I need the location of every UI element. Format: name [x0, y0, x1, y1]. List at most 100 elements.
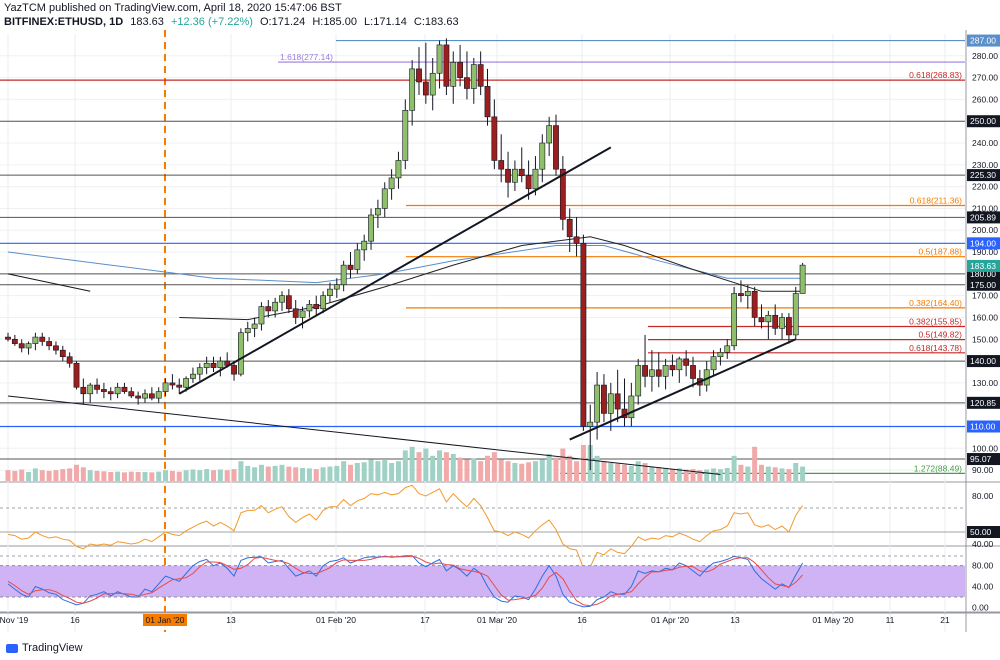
- candle-body: [566, 219, 573, 238]
- volume-bar: [676, 468, 682, 481]
- symbol-label[interactable]: BITFINEX:ETHUSD, 1D: [4, 16, 124, 28]
- candle-body: [46, 341, 52, 347]
- volume-bar: [46, 470, 52, 481]
- volume-bar: [464, 459, 470, 481]
- volume-bar: [74, 464, 79, 481]
- candle-body: [279, 295, 285, 303]
- x-tick-label: 17: [420, 615, 430, 625]
- volume-bar: [87, 470, 93, 481]
- stoch-k-line: [7, 555, 804, 608]
- candle-body: [683, 358, 690, 366]
- x-tick-label: 16: [577, 615, 587, 625]
- volume-bar: [704, 469, 710, 481]
- candle-body: [101, 389, 107, 392]
- stoch-tick-label: 40.00: [972, 582, 994, 592]
- candle-body: [628, 395, 635, 419]
- volume-bar: [334, 465, 340, 481]
- candle-body: [573, 236, 580, 244]
- volume-bar: [752, 446, 758, 481]
- candle-body: [464, 77, 470, 89]
- candle-body: [39, 336, 46, 342]
- candle-body: [402, 110, 409, 161]
- candle-body: [306, 304, 313, 312]
- y-tick-label: 90.00: [972, 465, 994, 475]
- volume-bar: [663, 468, 669, 481]
- volume-bar: [115, 471, 121, 481]
- y-tick-label: 150.00: [972, 334, 998, 344]
- axis-level-label: 287.00: [970, 36, 996, 46]
- stoch-tick-label: 0.00: [972, 602, 989, 612]
- candle-body: [559, 168, 566, 220]
- y-tick-label: 130.00: [972, 378, 998, 388]
- candle-body: [142, 393, 148, 399]
- candle-body: [155, 391, 162, 399]
- volume-bar: [580, 445, 586, 481]
- candle-body: [327, 288, 333, 296]
- volume-bar: [738, 464, 744, 481]
- chart-footer: TradingView: [0, 636, 1000, 660]
- tradingview-logo[interactable]: TradingView: [6, 642, 83, 654]
- candle-body: [717, 352, 724, 358]
- volume-bar: [628, 465, 634, 481]
- candle-body: [655, 369, 662, 377]
- volume-bar: [485, 455, 490, 481]
- candle-body: [731, 293, 737, 347]
- candle-body: [244, 328, 251, 334]
- volume-bar: [252, 467, 258, 481]
- candle-body: [25, 343, 32, 349]
- moving-average-blue: [7, 245, 803, 284]
- candle-body: [594, 384, 600, 423]
- candle-body: [18, 343, 25, 349]
- y-tick-label: 280.00: [972, 51, 998, 61]
- volume-bar: [313, 469, 319, 481]
- volume-bar: [615, 463, 621, 481]
- candle-body: [176, 384, 183, 388]
- candle-body: [361, 240, 368, 251]
- volume-bar: [327, 466, 333, 481]
- volume-bar: [293, 467, 299, 481]
- candle-body: [107, 391, 114, 395]
- candle-body: [388, 177, 395, 190]
- candle-body: [395, 160, 402, 179]
- axis-level-label: 225.30: [970, 170, 996, 180]
- candle-body: [505, 168, 511, 183]
- x-tick-label: 01 Mar '20: [477, 615, 517, 625]
- candle-body: [744, 290, 751, 296]
- last-price-axis-label: 183.63: [970, 261, 996, 271]
- candle-body: [73, 362, 80, 388]
- candle-body: [217, 360, 224, 368]
- volume-bar: [430, 455, 436, 481]
- candle-body: [546, 125, 553, 144]
- volume-bar: [731, 455, 737, 481]
- y-tick-label: 100.00: [972, 443, 998, 453]
- volume-bar: [656, 467, 662, 481]
- trendline: [7, 273, 91, 292]
- volume-bar: [320, 467, 326, 481]
- fib-level-label: 0.618(211.36): [910, 195, 962, 205]
- volume-bar: [443, 452, 449, 481]
- candle-body: [614, 393, 621, 410]
- candle-body: [607, 393, 614, 414]
- volume-bar: [772, 467, 778, 481]
- trendline: [7, 395, 721, 475]
- volume-bar: [779, 468, 785, 481]
- volume-bar: [745, 466, 751, 481]
- candle-body: [587, 421, 594, 427]
- candle-body: [354, 249, 361, 270]
- volume-bar: [635, 461, 641, 481]
- volume-bar: [368, 459, 374, 481]
- candle-body: [792, 293, 799, 336]
- volume-bar: [553, 457, 559, 481]
- volume-bar: [389, 463, 395, 481]
- y-tick-label: 220.00: [972, 182, 998, 192]
- candle-body: [765, 314, 772, 323]
- candle-body: [94, 384, 100, 390]
- volume-bar: [759, 464, 764, 481]
- axis-level-label: 180.00: [970, 269, 996, 279]
- trendline: [178, 146, 612, 395]
- volume-bar: [395, 461, 401, 481]
- volume-bar: [608, 463, 614, 481]
- volume-bar: [32, 468, 38, 481]
- rsi-tick-label: 50.00: [970, 527, 992, 537]
